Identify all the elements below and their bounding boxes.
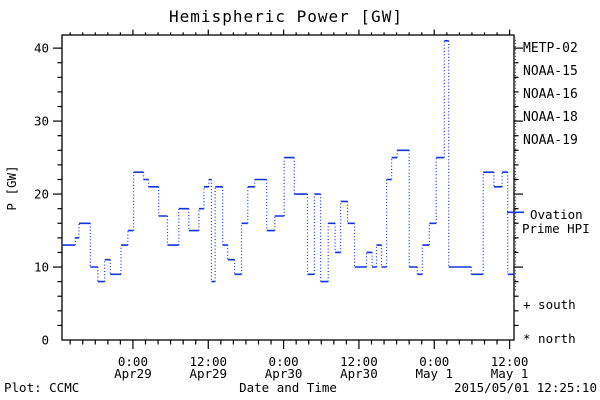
x-tick-time-label: 0:00 xyxy=(269,354,299,369)
south-marker-label: + south xyxy=(523,297,576,312)
y-axis-title: P [GW] xyxy=(4,165,19,210)
legend-item-noaa18: NOAA-18 xyxy=(523,110,578,125)
data-curve-risers xyxy=(74,40,509,282)
x-tick-date-label: May 1 xyxy=(491,366,529,381)
x-tick-time-label: 12:00 xyxy=(189,354,227,369)
chart-generated-layers: 0:00Apr2912:00Apr290:00Apr3012:00Apr300:… xyxy=(34,29,529,381)
x-axis-title: Date and Time xyxy=(239,380,337,395)
chart-title: Hemispheric Power [GW] xyxy=(169,7,403,26)
x-tick-time-label: 12:00 xyxy=(491,354,529,369)
footer-timestamp: 2015/05/01 12:25:10 xyxy=(454,380,597,395)
north-marker-label: * north xyxy=(523,331,576,346)
x-tick-time-label: 12:00 xyxy=(340,354,378,369)
x-tick-date-label: Apr29 xyxy=(114,366,152,381)
legend-item-noaa16: NOAA-16 xyxy=(523,87,578,102)
y-tick-label: 20 xyxy=(34,187,49,202)
x-tick-date-label: Apr29 xyxy=(189,366,227,381)
y-tick-label: 10 xyxy=(34,260,49,275)
legend-item-metp02: METP-02 xyxy=(523,41,578,56)
plot-border xyxy=(61,34,515,341)
x-tick-time-label: 0:00 xyxy=(419,354,449,369)
y-tick-label: 30 xyxy=(34,114,49,129)
y-tick-label: 40 xyxy=(34,41,49,56)
x-tick-date-label: Apr30 xyxy=(340,366,378,381)
legend-item-noaa15: NOAA-15 xyxy=(523,64,578,79)
ovation-label-line2: Prime HPI xyxy=(522,221,590,236)
y-tick-label: 0 xyxy=(41,333,49,348)
x-tick-date-label: May 1 xyxy=(415,366,453,381)
legend-item-noaa19: NOAA-19 xyxy=(523,133,578,148)
ovation-label-line1: Ovation xyxy=(530,207,583,222)
x-tick-date-label: Apr30 xyxy=(265,366,303,381)
x-tick-time-label: 0:00 xyxy=(118,354,148,369)
footer-plot-credit: Plot: CCMC xyxy=(4,380,79,395)
data-curve-levels xyxy=(62,40,514,283)
